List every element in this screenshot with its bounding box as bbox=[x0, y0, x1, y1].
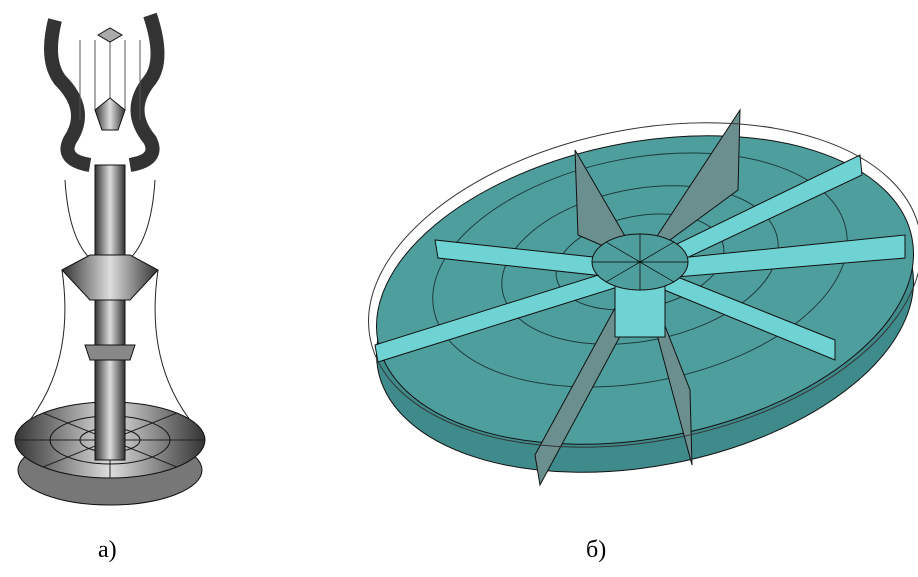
disk-model bbox=[340, 78, 918, 515]
column-model bbox=[15, 15, 205, 505]
models bbox=[0, 0, 918, 520]
figure: а) б) bbox=[0, 0, 918, 577]
panel-label: а) bbox=[98, 537, 117, 564]
panel-label: б) bbox=[586, 537, 606, 564]
